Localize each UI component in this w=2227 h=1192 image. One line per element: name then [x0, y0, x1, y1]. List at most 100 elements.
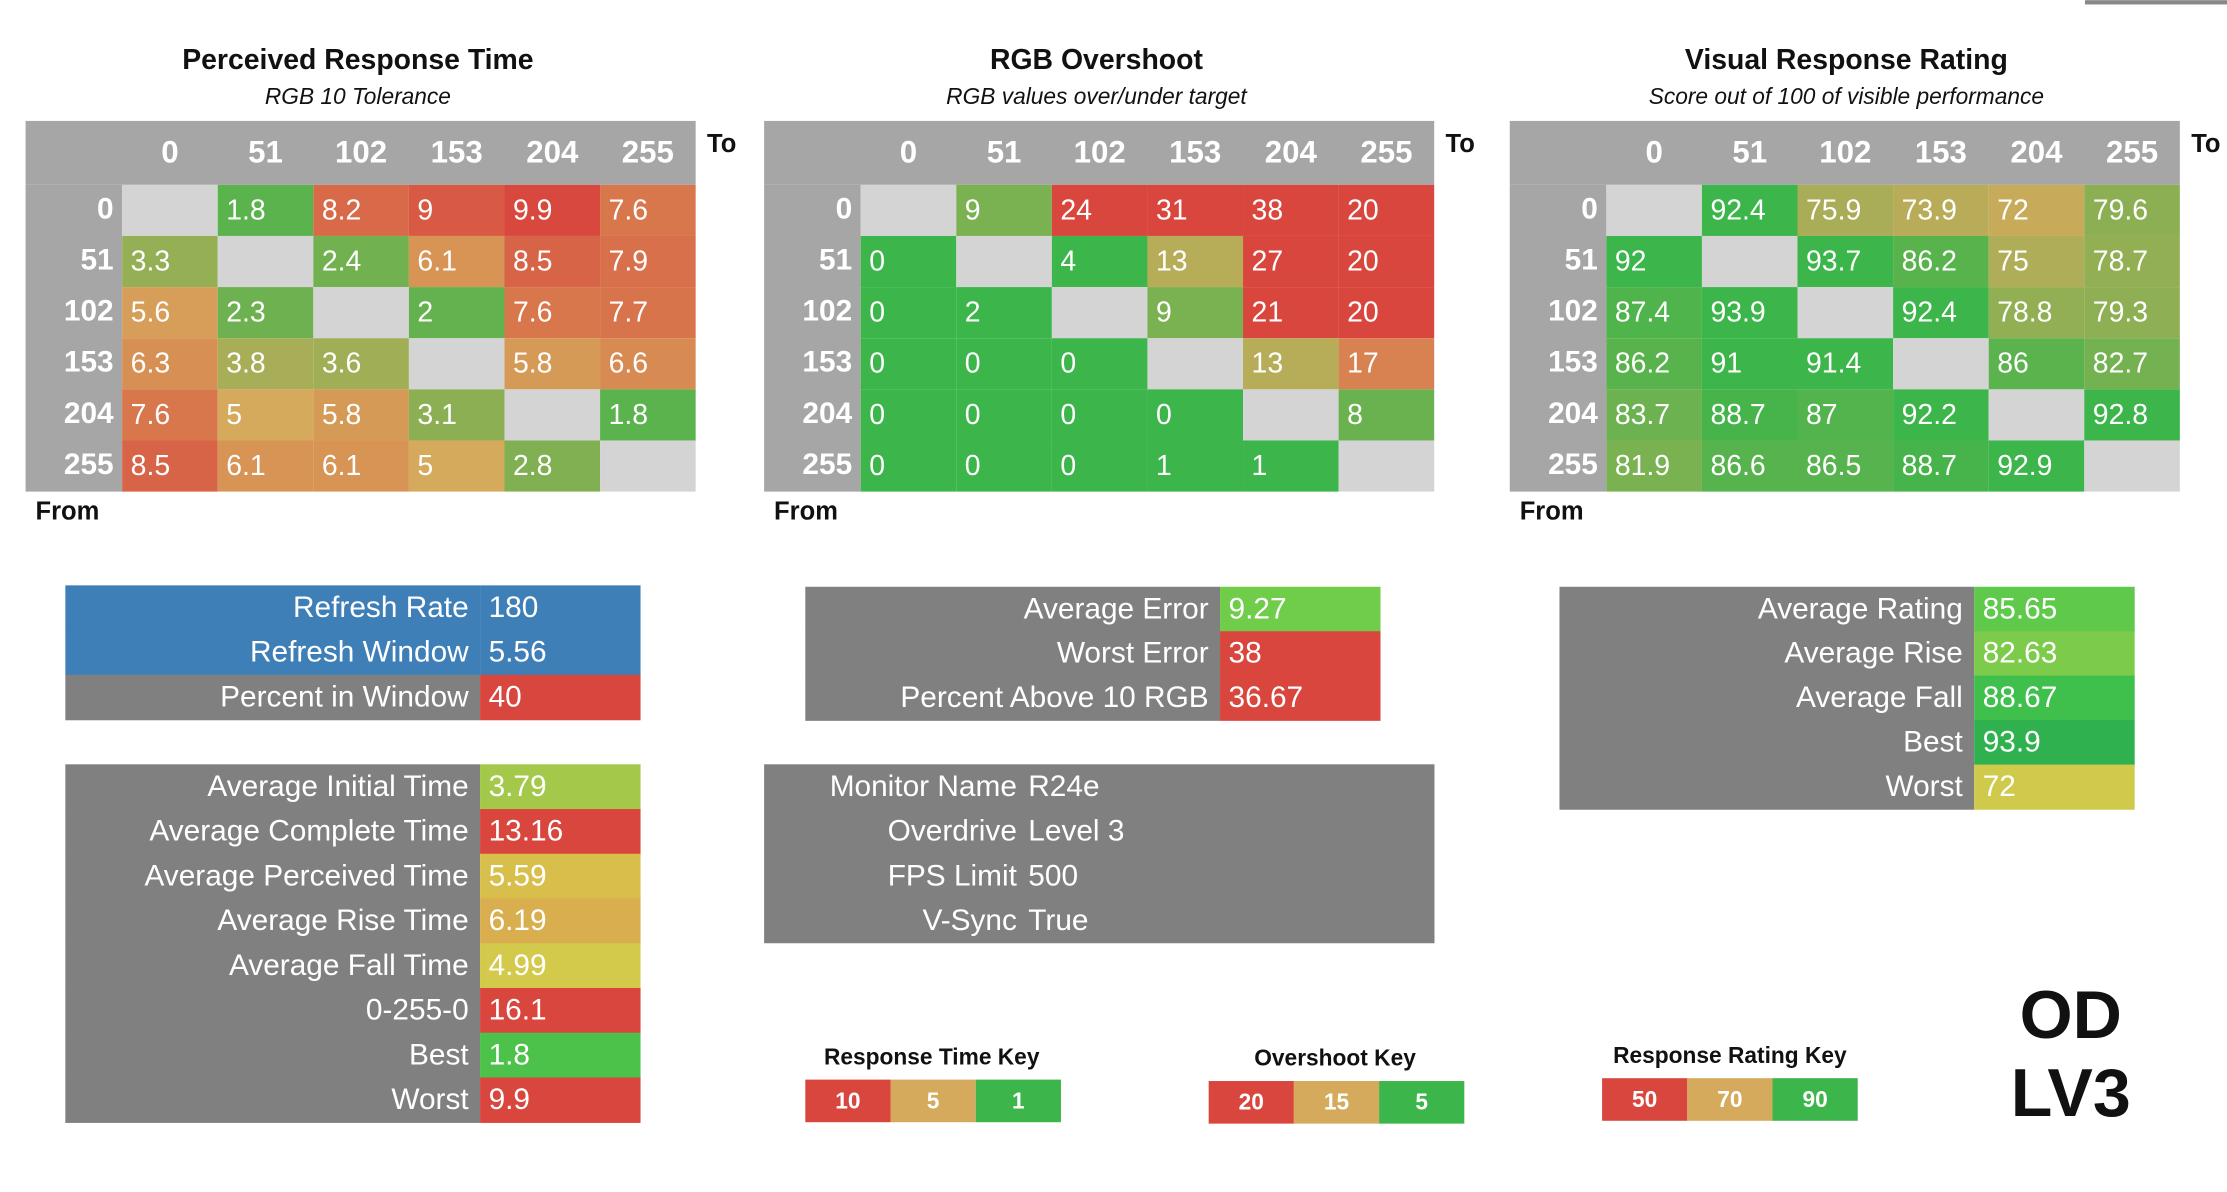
- heat-cell: [1701, 184, 1798, 236]
- matrix-title: Visual Response Rating: [1685, 44, 2008, 76]
- heat-cell: [2084, 287, 2180, 339]
- heat-cell: [1243, 440, 1339, 492]
- cell-value: 91: [1710, 348, 1742, 380]
- heat-cell: [313, 338, 409, 390]
- heat-cell: [600, 338, 696, 390]
- cell-value: 2: [965, 297, 981, 329]
- row-header: 255: [1548, 448, 1598, 481]
- cell-value: 5.6: [131, 297, 170, 329]
- row-header: 153: [1548, 346, 1598, 379]
- column-header: 0: [1645, 135, 1662, 170]
- stat-value-bg: [480, 987, 641, 1034]
- cell-value: 92: [1615, 245, 1647, 277]
- heat-cell: [1893, 287, 1989, 339]
- heat-cell: [1988, 184, 2085, 236]
- monitor-value: Level 3: [1028, 815, 1124, 848]
- cell-value: 82.7: [2093, 348, 2148, 380]
- stat-value-bg: [1974, 586, 2135, 632]
- heat-cell: [217, 287, 314, 339]
- heat-cell: [956, 184, 1052, 236]
- heat-cell: [1051, 389, 1148, 441]
- stat-label-bg: [65, 987, 481, 1034]
- stat-label-bg: [805, 631, 1221, 677]
- empty-cell: [1988, 389, 2085, 441]
- stat-label: 0-255-0: [366, 994, 469, 1027]
- stat-label-bg: [65, 853, 481, 900]
- column-header: 204: [1265, 135, 1318, 170]
- monitor-label: Monitor Name: [830, 770, 1017, 803]
- row-header: 0: [97, 192, 114, 225]
- empty-cell: [860, 184, 957, 236]
- cell-value: 75.9: [1806, 194, 1861, 226]
- column-header: 0: [900, 135, 917, 170]
- stat-label: Average Complete Time: [149, 815, 468, 848]
- stat-label: Percent in Window: [220, 680, 469, 713]
- matrix-subtitle: Score out of 100 of visible performance: [1649, 83, 2044, 109]
- empty-cell: [1243, 389, 1339, 441]
- stat-value: 72: [1983, 770, 2016, 803]
- row-header: 51: [80, 243, 113, 276]
- key-swatch: [1208, 1081, 1294, 1124]
- stat-value-bg: [1974, 764, 2135, 810]
- cell-value: 86.2: [1615, 348, 1670, 380]
- stat-value: 3.79: [489, 770, 547, 803]
- header-band: [1509, 184, 1607, 492]
- cell-value: 7.9: [609, 245, 648, 277]
- heat-cell: [504, 235, 601, 288]
- heat-cell: [217, 184, 314, 236]
- cell-value: 8.2: [322, 194, 361, 226]
- heat-cell: [1051, 338, 1148, 390]
- heat-cell: [2084, 235, 2180, 288]
- stat-label-bg: [1559, 586, 1975, 632]
- cell-value: 3.3: [131, 245, 170, 277]
- heat-cell: [1147, 184, 1244, 236]
- cell-value: 20: [1347, 194, 1379, 226]
- empty-cell: [1147, 338, 1244, 390]
- cell-value: 6.3: [131, 348, 170, 380]
- cell-value: 21: [1252, 297, 1284, 329]
- stat-value: 40: [489, 680, 522, 713]
- row-header: 102: [802, 295, 852, 328]
- row-header: 0: [836, 192, 853, 225]
- key-value: 10: [835, 1087, 860, 1113]
- to-label: To: [707, 130, 736, 158]
- cell-value: 6.1: [226, 450, 265, 482]
- cell-value: 86.5: [1806, 450, 1861, 482]
- heat-cell: [1243, 338, 1339, 390]
- column-header: 204: [526, 135, 579, 170]
- cell-value: 92.2: [1902, 399, 1957, 431]
- monitor-box: [764, 764, 1435, 944]
- heat-cell: [1701, 440, 1798, 492]
- cell-value: 93.7: [1806, 245, 1861, 277]
- heat-cell: [600, 184, 696, 236]
- from-label: From: [36, 498, 100, 526]
- cell-value: 0: [869, 399, 885, 431]
- cell-value: 0: [965, 348, 981, 380]
- stat-value-bg: [1974, 675, 2135, 721]
- heat-cell: [860, 287, 957, 339]
- heat-cell: [408, 287, 505, 339]
- stat-label-bg: [1559, 764, 1975, 810]
- stat-label: Average Rating: [1758, 592, 1963, 625]
- stat-value: 85.65: [1983, 592, 2058, 625]
- heat-cell: [860, 440, 957, 492]
- stat-value-bg: [480, 764, 641, 810]
- key-title: Overshoot Key: [1254, 1045, 1416, 1071]
- stat-value-bg: [1974, 631, 2135, 677]
- key-value: 5: [927, 1087, 940, 1113]
- cell-value: 9.9: [513, 194, 552, 226]
- stat-value-bg: [480, 585, 641, 631]
- cell-value: 7.6: [609, 194, 648, 226]
- stat-value-bg: [480, 630, 641, 676]
- row-header: 51: [1565, 243, 1598, 276]
- heat-cell: [860, 338, 957, 390]
- row-header: 51: [819, 243, 852, 276]
- stat-value-bg: [1220, 631, 1381, 677]
- heat-cell: [1701, 389, 1798, 441]
- stat-value: 180: [489, 591, 539, 624]
- stat-value-bg: [1974, 720, 2135, 766]
- key-swatch: [805, 1079, 891, 1123]
- key-swatch: [1687, 1078, 1773, 1121]
